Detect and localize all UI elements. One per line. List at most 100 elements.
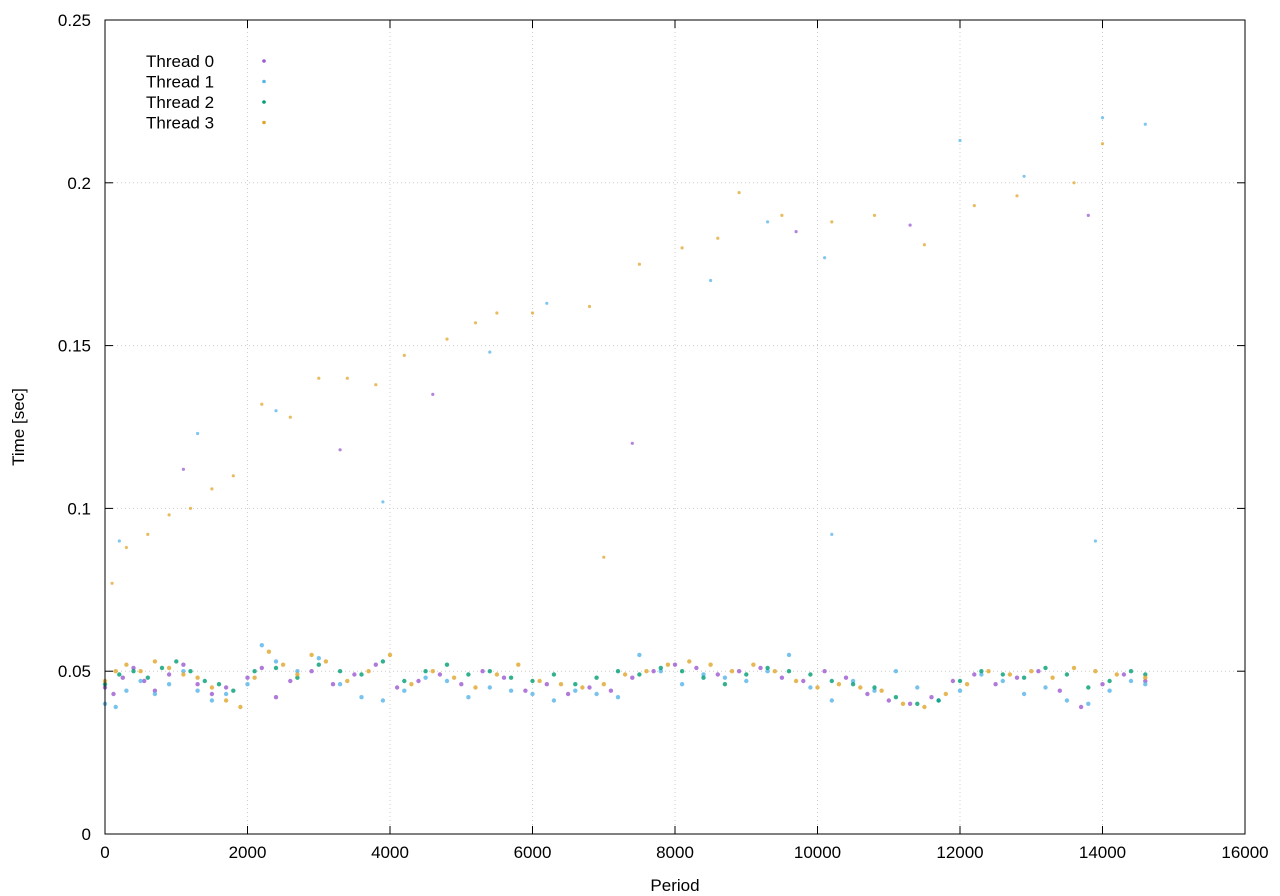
outlier-point bbox=[780, 213, 784, 217]
outlier-point bbox=[402, 353, 406, 357]
data-point bbox=[1007, 672, 1013, 677]
data-point bbox=[1128, 669, 1134, 674]
data-point bbox=[1078, 704, 1084, 710]
data-point bbox=[181, 669, 186, 674]
data-point bbox=[850, 682, 856, 687]
data-point bbox=[1121, 672, 1127, 677]
data-point bbox=[516, 662, 521, 667]
data-point bbox=[1000, 672, 1005, 677]
data-point bbox=[152, 691, 158, 697]
outlier-group bbox=[117, 116, 1147, 543]
data-point bbox=[1043, 685, 1048, 690]
data-point bbox=[530, 691, 535, 697]
data-point bbox=[622, 672, 628, 677]
data-point bbox=[957, 688, 963, 693]
data-point bbox=[1086, 685, 1091, 690]
grid-lines bbox=[105, 20, 1245, 834]
data-point bbox=[138, 678, 143, 684]
y-axis-label: Time [sec] bbox=[9, 388, 28, 466]
y-tick-label: 0 bbox=[82, 825, 91, 844]
data-point bbox=[1143, 675, 1148, 680]
data-point bbox=[359, 672, 364, 677]
data-point bbox=[1071, 665, 1077, 671]
data-point bbox=[487, 669, 492, 674]
data-point bbox=[829, 678, 834, 684]
data-point bbox=[1036, 669, 1041, 674]
data-point bbox=[166, 665, 172, 671]
outlier-point bbox=[1086, 213, 1090, 217]
outlier-point bbox=[124, 545, 128, 550]
data-point bbox=[637, 652, 642, 658]
data-point bbox=[736, 669, 742, 674]
data-point bbox=[993, 682, 998, 687]
series-thread-0 bbox=[102, 662, 1148, 710]
data-point bbox=[124, 662, 129, 667]
data-point bbox=[373, 662, 378, 667]
data-point bbox=[120, 675, 126, 680]
x-tick-label: 8000 bbox=[656, 843, 694, 862]
data-point bbox=[1114, 672, 1120, 677]
axes: 0 2000 4000 6000 8000 10000 12000 14000 16000 0 0.… bbox=[58, 11, 1269, 862]
data-point bbox=[273, 665, 279, 671]
data-point bbox=[159, 665, 165, 671]
data-point bbox=[295, 669, 300, 674]
legend-label: Thread 3 bbox=[146, 114, 214, 133]
outlier-point bbox=[602, 555, 606, 559]
data-point bbox=[573, 682, 578, 687]
outlier-point bbox=[188, 506, 193, 510]
data-point bbox=[651, 669, 656, 674]
outlier-point bbox=[1100, 116, 1105, 120]
data-point bbox=[1143, 672, 1148, 677]
outlier-point bbox=[117, 539, 121, 543]
data-point bbox=[523, 688, 528, 693]
outlier-point bbox=[958, 138, 962, 143]
data-point bbox=[1029, 669, 1034, 674]
data-point bbox=[843, 675, 849, 680]
data-point bbox=[416, 678, 421, 684]
data-point bbox=[1143, 678, 1148, 684]
data-point bbox=[1000, 678, 1005, 684]
data-point bbox=[729, 669, 735, 674]
data-point bbox=[380, 659, 386, 664]
data-point bbox=[1014, 675, 1020, 680]
data-point bbox=[1057, 688, 1063, 693]
data-point bbox=[380, 698, 386, 703]
data-point bbox=[252, 669, 257, 674]
data-point bbox=[152, 659, 158, 664]
x-tick-label: 4000 bbox=[371, 843, 409, 862]
data-point bbox=[672, 662, 678, 667]
data-point bbox=[551, 672, 557, 677]
data-point bbox=[330, 682, 336, 687]
outlier-point bbox=[680, 246, 684, 250]
data-point bbox=[111, 691, 116, 697]
data-point bbox=[316, 662, 321, 667]
y-tick-label: 0.1 bbox=[67, 499, 91, 518]
data-point bbox=[822, 669, 827, 674]
legend-label: Thread 0 bbox=[146, 52, 214, 71]
data-point bbox=[238, 704, 243, 710]
data-point bbox=[487, 685, 492, 690]
outlier-point bbox=[146, 532, 150, 537]
data-point bbox=[166, 672, 172, 677]
legend-item: Thread 1 bbox=[146, 73, 266, 92]
outlier-point bbox=[1015, 194, 1019, 198]
outlier-point bbox=[530, 311, 535, 315]
data-point bbox=[466, 672, 471, 677]
plot-frame bbox=[104, 19, 1246, 835]
legend-marker bbox=[262, 59, 266, 63]
data-point bbox=[679, 682, 685, 687]
data-point bbox=[915, 701, 920, 706]
outlier-point bbox=[374, 383, 378, 387]
x-tick-label: 16000 bbox=[1221, 843, 1268, 862]
data-point bbox=[850, 678, 856, 684]
data-point bbox=[772, 669, 777, 674]
outlier-point bbox=[1100, 142, 1105, 146]
data-point bbox=[701, 675, 706, 680]
data-point bbox=[501, 675, 507, 680]
outlier-point bbox=[167, 513, 171, 517]
x-tick-label: 0 bbox=[100, 843, 109, 862]
data-point bbox=[131, 669, 136, 674]
outlier-point bbox=[794, 230, 798, 234]
data-point bbox=[309, 652, 314, 658]
